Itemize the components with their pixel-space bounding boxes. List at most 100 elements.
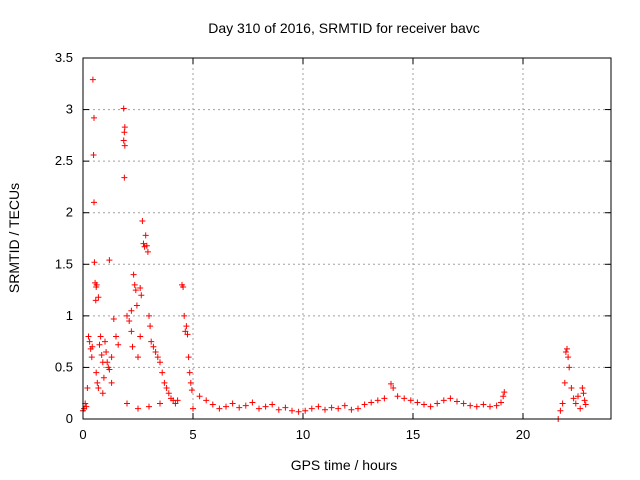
data-point <box>216 405 223 412</box>
data-point <box>96 341 103 348</box>
data-point <box>564 345 570 352</box>
y-axis-label: SRMTID / TECUs <box>6 183 22 293</box>
data-point <box>91 259 98 266</box>
data-point <box>394 393 401 400</box>
data-point <box>328 404 335 411</box>
data-point <box>102 338 108 345</box>
data-point <box>113 333 119 340</box>
data-point <box>91 199 97 206</box>
data-point <box>473 403 480 410</box>
data-point <box>434 400 441 407</box>
data-point <box>172 400 179 407</box>
data-point <box>341 402 348 409</box>
plot-frame <box>82 57 612 420</box>
data-point <box>140 240 147 247</box>
grid-layer <box>83 58 611 419</box>
data-point <box>557 407 564 414</box>
data-point <box>414 399 421 406</box>
data-point <box>566 364 573 371</box>
data-point <box>120 137 127 144</box>
y-tick-label: 1 <box>66 308 73 323</box>
data-point <box>124 400 130 407</box>
data-point <box>135 405 141 412</box>
data-point <box>86 338 93 345</box>
data-point <box>146 312 152 319</box>
data-point <box>124 312 130 319</box>
y-tick-label: 3 <box>66 102 73 117</box>
x-axis-label: GPS time / hours <box>291 457 398 473</box>
data-point <box>581 397 588 404</box>
data-point <box>187 379 194 386</box>
data-point <box>262 403 269 410</box>
data-point <box>289 407 295 414</box>
x-tick-label: 20 <box>516 427 530 442</box>
data-point <box>498 399 504 406</box>
x-tick-label: 15 <box>406 427 420 442</box>
data-point <box>223 403 229 410</box>
data-point <box>115 341 122 348</box>
data-point <box>355 405 361 412</box>
y-tick-label: 0.5 <box>55 359 73 374</box>
data-point <box>146 403 152 410</box>
data-point <box>579 385 586 392</box>
data-point <box>137 285 144 292</box>
data-point <box>165 390 172 397</box>
data-point <box>572 400 579 407</box>
data-point <box>90 151 97 158</box>
y-tick-label: 3.5 <box>55 50 73 65</box>
data-point <box>565 354 572 361</box>
data-point <box>121 142 128 149</box>
data-point <box>181 312 188 319</box>
data-point <box>106 257 113 264</box>
data-point <box>103 348 110 355</box>
data-point <box>130 271 137 278</box>
data-point <box>454 398 460 405</box>
data-point <box>568 385 575 392</box>
data-point <box>88 354 95 361</box>
data-point <box>487 403 493 410</box>
data-point <box>182 328 189 335</box>
data-point <box>570 395 577 402</box>
data-point <box>147 323 154 330</box>
data-point <box>467 402 474 409</box>
data-point <box>152 348 159 355</box>
data-point <box>110 315 117 322</box>
data-point <box>575 393 581 400</box>
data-point <box>120 105 127 112</box>
data-point <box>203 397 210 404</box>
data-point <box>256 405 262 412</box>
data-point <box>427 403 434 410</box>
data-point <box>154 354 161 361</box>
data-point <box>440 397 447 404</box>
x-tick-label: 0 <box>79 427 86 442</box>
data-point <box>159 369 166 376</box>
data-point <box>95 294 102 301</box>
data-point <box>236 404 243 411</box>
data-point <box>322 406 328 413</box>
data-point <box>106 366 113 373</box>
data-point <box>174 397 181 404</box>
data-point <box>163 385 170 392</box>
y-tick-label: 1.5 <box>55 256 73 271</box>
data-point <box>501 389 508 396</box>
data-point <box>315 403 322 410</box>
data-point <box>138 292 145 299</box>
data-point <box>133 302 140 309</box>
data-point <box>308 405 315 412</box>
data-point <box>229 400 236 407</box>
data-point <box>421 401 427 408</box>
data-point <box>577 405 584 412</box>
data-point <box>580 390 587 397</box>
data-point <box>348 406 355 413</box>
data-point <box>500 393 507 400</box>
data-point <box>95 385 102 392</box>
data-point <box>137 333 144 340</box>
data-point <box>92 297 99 304</box>
data-point <box>121 174 128 181</box>
data-point <box>126 318 133 325</box>
data-point <box>186 369 193 376</box>
data-point <box>157 359 163 366</box>
data-point <box>89 343 96 350</box>
data-point <box>381 395 388 402</box>
